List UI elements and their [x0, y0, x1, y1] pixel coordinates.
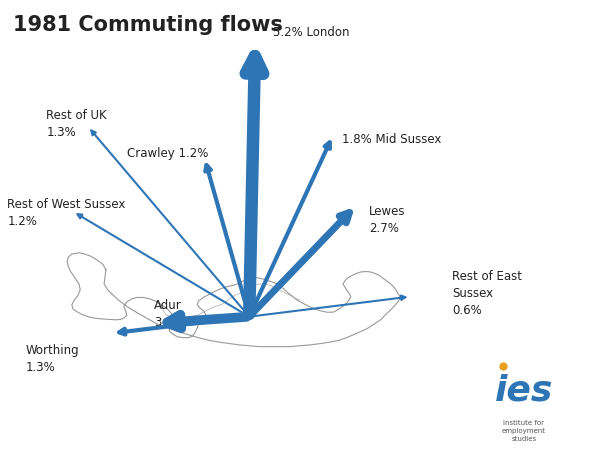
Text: 1.8% Mid Sussex: 1.8% Mid Sussex [342, 133, 441, 146]
Text: 1.2%: 1.2% [7, 215, 37, 228]
Text: 3.6%: 3.6% [154, 316, 184, 329]
Text: Worthing: Worthing [25, 343, 79, 356]
Text: 1981 Commuting flows: 1981 Commuting flows [13, 15, 283, 35]
Text: Adur: Adur [154, 299, 181, 312]
Text: ies: ies [495, 374, 553, 407]
Text: 2.7%: 2.7% [368, 222, 398, 235]
Text: 5.2% London: 5.2% London [273, 26, 350, 39]
Text: Lewes: Lewes [368, 205, 405, 218]
Text: institute for
employment
studies: institute for employment studies [502, 419, 546, 441]
Text: Rest of East: Rest of East [452, 270, 522, 283]
Text: Crawley 1.2%: Crawley 1.2% [127, 147, 208, 160]
Text: 1.3%: 1.3% [25, 360, 55, 374]
Text: Sussex: Sussex [452, 287, 493, 300]
Text: 1.3%: 1.3% [46, 126, 76, 139]
Text: Rest of UK: Rest of UK [46, 109, 107, 122]
Text: 0.6%: 0.6% [452, 304, 482, 317]
Text: Rest of West Sussex: Rest of West Sussex [7, 198, 126, 211]
